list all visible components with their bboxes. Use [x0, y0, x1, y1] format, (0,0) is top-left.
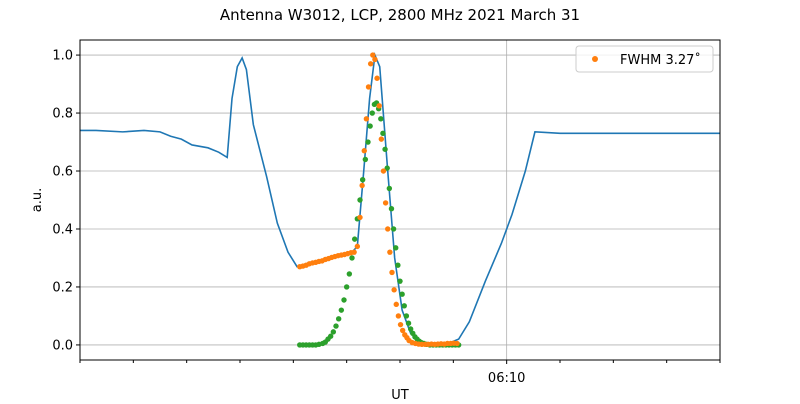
fwhm-point	[382, 200, 389, 206]
model-point	[346, 271, 353, 277]
model-point	[330, 329, 337, 335]
y-tick-label: 1.0	[52, 49, 73, 64]
fwhm-point	[351, 249, 357, 255]
model-point	[327, 333, 334, 339]
fwhm-point	[391, 287, 397, 293]
model-point	[384, 165, 390, 171]
y-tick-label: 0.0	[52, 338, 73, 353]
fwhm-point	[399, 327, 406, 334]
y-tick-label: 0.6	[52, 165, 73, 180]
model-point	[380, 130, 386, 137]
fwhm-point	[393, 301, 399, 308]
fwhm-point	[395, 313, 402, 319]
model-point	[349, 255, 355, 261]
fwhm-point	[370, 52, 376, 58]
y-axis-label: a.u.	[30, 188, 45, 212]
model-point	[359, 177, 366, 183]
model-point	[386, 185, 393, 192]
fwhm-point	[363, 116, 370, 122]
model-point	[338, 307, 345, 313]
model-point	[351, 236, 358, 242]
fwhm-point	[389, 269, 395, 276]
y-tick-label: 0.4	[52, 222, 73, 237]
model-point	[378, 116, 384, 122]
fwhm-point	[357, 214, 363, 221]
model-point	[335, 316, 342, 322]
legend: FWHM 3.27˚	[575, 45, 714, 73]
model-point	[399, 291, 405, 297]
model-point	[365, 139, 371, 145]
fwhm-point	[359, 182, 365, 189]
model-point	[390, 226, 397, 232]
model-point	[395, 262, 401, 268]
model-point	[369, 110, 375, 116]
legend-marker	[592, 56, 598, 62]
model-point	[401, 303, 407, 309]
model-point	[403, 313, 410, 319]
fwhm-point	[380, 168, 387, 174]
fwhm-point	[376, 103, 382, 109]
fwhm-point	[454, 340, 460, 347]
fwhm-point	[378, 136, 385, 142]
signal-line	[80, 51, 720, 345]
model-point	[397, 278, 403, 284]
y-tick-label: 0.8	[52, 107, 73, 122]
model-point	[393, 245, 399, 251]
model-point	[382, 146, 388, 152]
fwhm-point	[397, 321, 404, 328]
legend-label: FWHM 3.27˚	[620, 52, 701, 68]
legend-box	[575, 45, 714, 73]
model-point	[362, 156, 369, 163]
model-point	[341, 297, 347, 303]
model-point	[405, 320, 412, 326]
x-axis-label: UT	[391, 388, 409, 400]
model-point	[357, 197, 363, 203]
fwhm-point	[374, 75, 380, 81]
x-tick-label: 06:10	[488, 371, 525, 386]
model-point	[333, 323, 339, 329]
model-point	[407, 326, 414, 332]
fwhm-point	[367, 61, 374, 67]
model-point	[343, 284, 350, 290]
y-tick-label: 0.2	[52, 280, 73, 295]
plot-frame	[79, 39, 721, 361]
fwhm-point	[365, 84, 372, 90]
fwhm-point	[387, 249, 393, 255]
chart-title: Antenna W3012, LCP, 2800 MHz 2021 March …	[220, 6, 580, 24]
model-point	[367, 123, 373, 129]
fwhm-point	[385, 226, 391, 232]
fwhm-point	[372, 56, 378, 63]
fwhm-point	[354, 243, 361, 250]
fwhm-point	[361, 148, 367, 154]
model-point	[388, 205, 395, 212]
